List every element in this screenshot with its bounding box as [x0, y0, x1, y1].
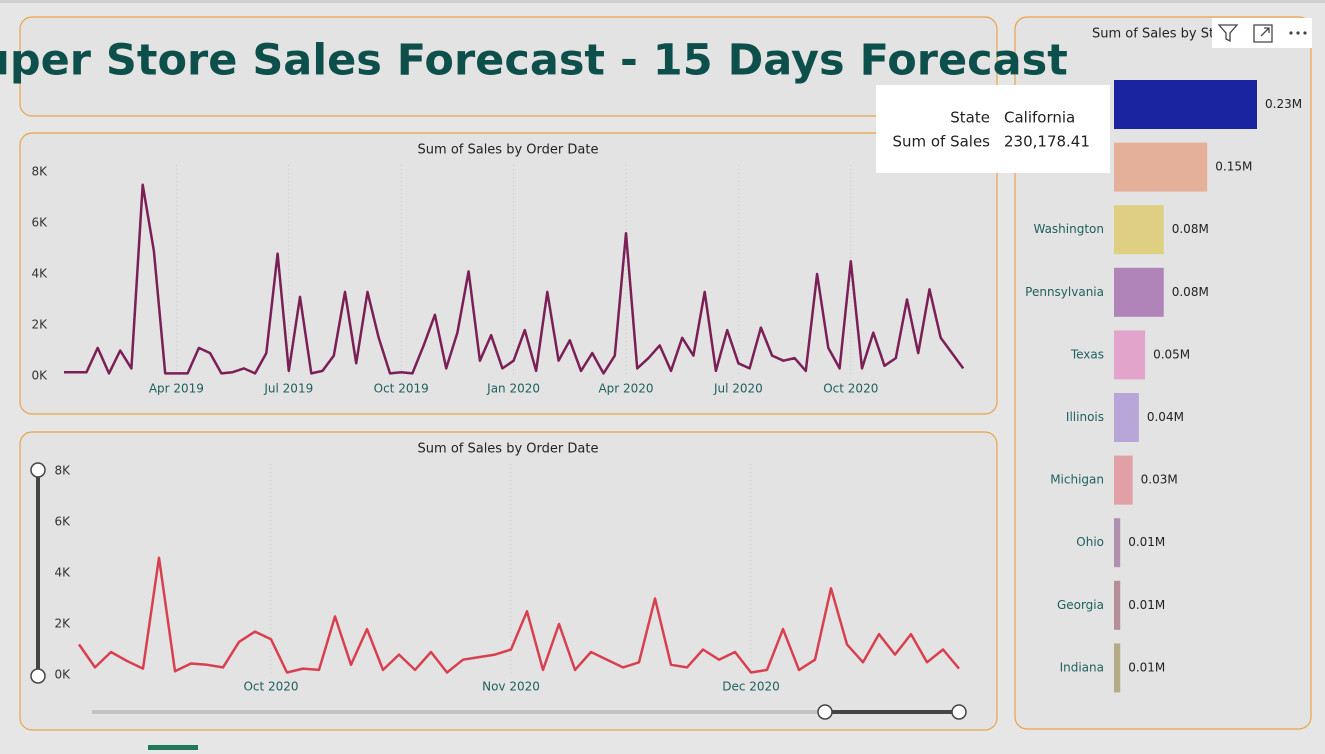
x-tick-label: Dec 2020	[722, 680, 780, 694]
bar	[1114, 518, 1121, 568]
bar	[1114, 580, 1121, 630]
tooltip-key: Sum of Sales	[892, 133, 990, 151]
x-tick-label: Apr 2020	[598, 382, 653, 396]
chart-title: Sum of Sales by Order Date	[418, 442, 599, 457]
y-tick-label: 2K	[54, 617, 71, 631]
y-tick-label: Indiana	[1060, 660, 1104, 674]
x-tick-label: Oct 2020	[243, 680, 298, 694]
dashboard-title: Super Store Sales Forecast - 15 Days For…	[0, 36, 1068, 86]
icon-bar	[1212, 18, 1312, 48]
focus-icon[interactable]	[1253, 24, 1273, 43]
data-label: 0.04M	[1147, 410, 1184, 424]
bar-panel	[1014, 16, 1312, 730]
x-tick-label: Oct 2019	[374, 382, 429, 396]
line	[64, 183, 965, 375]
line-panel	[19, 132, 998, 415]
filter-icon[interactable]	[1217, 24, 1239, 43]
data-label: 0.01M	[1128, 535, 1165, 549]
x-tick-label: Nov 2020	[482, 680, 540, 694]
y-tick-label: 8K	[54, 464, 71, 478]
data-label: 0.01M	[1128, 660, 1165, 674]
chart-title: Sum of Sales by Order Date	[418, 143, 599, 158]
data-label: 0.05M	[1153, 347, 1190, 361]
bar	[1114, 267, 1164, 317]
chart-title: Sum of Sales by State	[1092, 27, 1235, 42]
y-tick-label: Washington	[1033, 222, 1104, 236]
bar	[1114, 330, 1146, 380]
title-panel	[19, 16, 998, 117]
bar	[1114, 455, 1133, 505]
tooltip-value: California	[1004, 109, 1075, 127]
bar	[1114, 205, 1164, 255]
slider-handle[interactable]	[817, 704, 833, 720]
line	[77, 556, 960, 674]
slider-handle[interactable]	[30, 462, 46, 478]
bar	[1114, 393, 1139, 442]
y-tick-label: Pennsylvania	[1025, 285, 1104, 299]
bar	[1114, 643, 1121, 693]
y-tick-label: 6K	[31, 216, 48, 230]
y-tick-label: Ohio	[1076, 535, 1104, 549]
bar	[1114, 142, 1208, 192]
data-label: 0.23M	[1265, 97, 1302, 111]
y-tick-label: Illinois	[1066, 410, 1104, 424]
y-tick-label: Michigan	[1050, 473, 1104, 487]
data-label: 0.15M	[1215, 160, 1252, 174]
more-icon[interactable]	[1289, 31, 1307, 35]
x-tick-label: Jul 2019	[263, 382, 313, 396]
data-label: 0.08M	[1172, 222, 1209, 236]
data-label: 0.01M	[1128, 598, 1165, 612]
y-tick-label: Texas	[1070, 347, 1104, 361]
tooltip-box	[876, 85, 1110, 173]
tooltip-key: State	[950, 109, 990, 127]
data-label: 0.03M	[1141, 473, 1178, 487]
bar	[1114, 80, 1257, 129]
tooltip: State California Sum of Sales 230,178.41	[876, 85, 1110, 173]
slider-handle[interactable]	[951, 704, 967, 720]
y-tick-label: 0K	[31, 369, 48, 383]
x-tick-label: Apr 2019	[149, 382, 204, 396]
y-tick-label: 4K	[31, 267, 48, 281]
y-tick-label: 8K	[31, 165, 48, 179]
y-tick-label: 0K	[54, 668, 71, 682]
slider-handle[interactable]	[30, 668, 46, 684]
data-label: 0.08M	[1172, 285, 1209, 299]
line-chart: Sum of Sales by Order Date 0K 2K 4K 6K 8K Oct …	[54, 442, 960, 694]
page-tab[interactable]	[148, 745, 198, 750]
line-panel	[19, 431, 998, 731]
y-tick-label: Georgia	[1057, 598, 1104, 612]
tooltip-value: 230,178.41	[1004, 133, 1090, 151]
y-tick-label: 2K	[31, 318, 48, 332]
bar-chart: Sum of Sales by State 0.23M 0.15M 0.08M Wash…	[1025, 27, 1302, 693]
visual-header	[1212, 18, 1312, 48]
y-tick-label: 6K	[54, 515, 71, 529]
top-strip	[0, 0, 1325, 3]
line-chart: Sum of Sales by Order Date 0K 2K 4K 6K 8K Apr …	[31, 143, 965, 396]
x-tick-label: Jul 2020	[713, 382, 763, 396]
x-tick-label: Oct 2020	[823, 382, 878, 396]
x-tick-label: Jan 2020	[486, 382, 540, 396]
y-tick-label: 4K	[54, 566, 71, 580]
